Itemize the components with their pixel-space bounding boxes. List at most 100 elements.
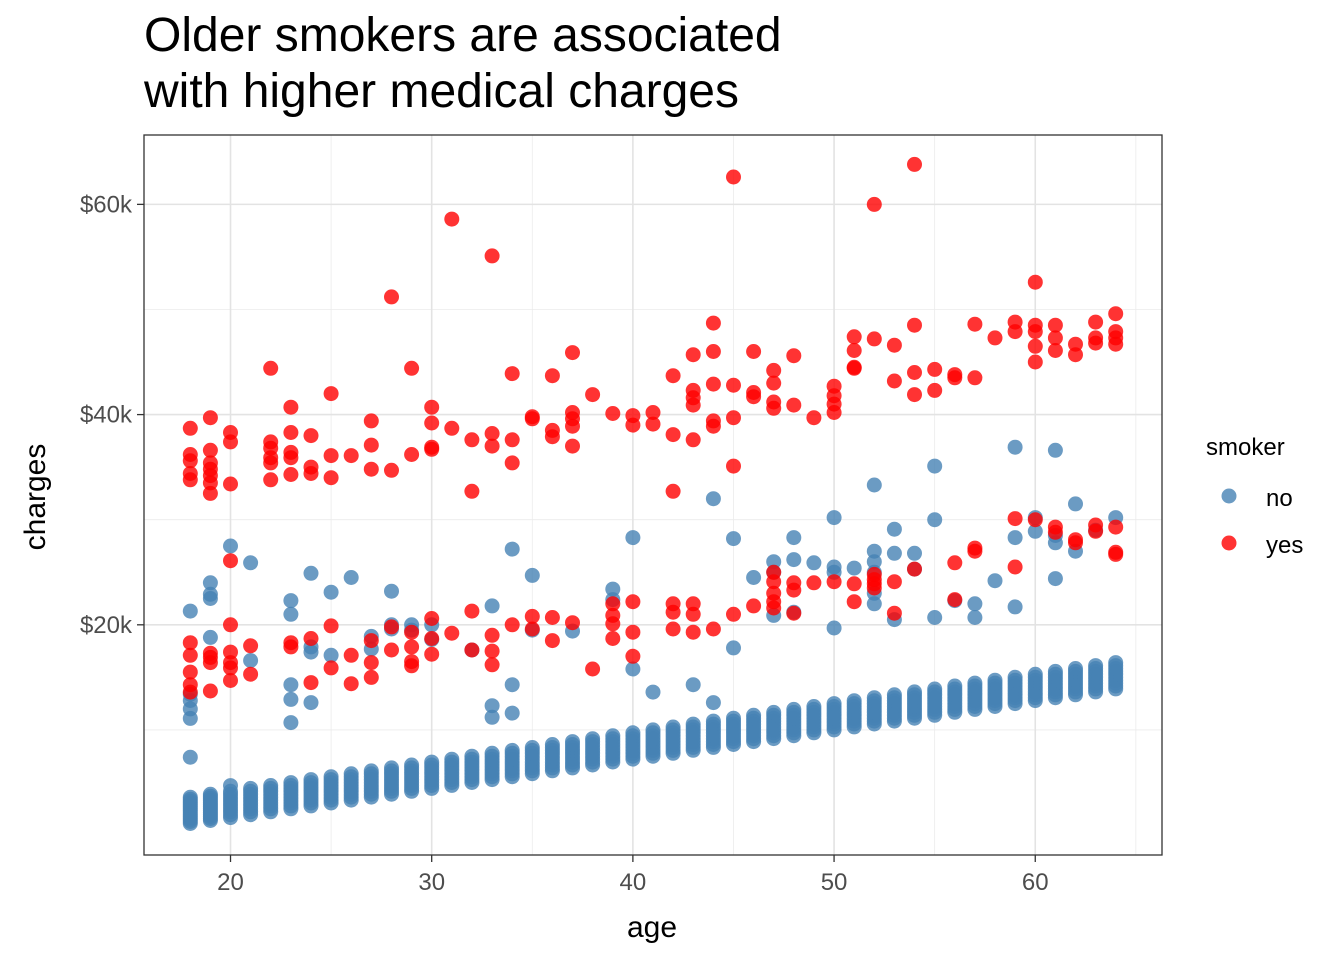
data-point-no <box>645 722 661 738</box>
data-point-yes <box>223 476 238 492</box>
data-point-no <box>625 530 641 546</box>
x-tick-label: 30 <box>418 869 445 896</box>
data-point-no <box>484 598 500 614</box>
data-point-yes <box>766 400 782 416</box>
data-point-yes <box>705 621 721 637</box>
data-point-yes <box>947 555 963 571</box>
chart-title: Older smokers are associated with higher… <box>144 8 782 120</box>
data-point-no <box>444 751 460 767</box>
data-point-no <box>886 521 902 537</box>
data-point-no <box>726 531 741 547</box>
x-tick-label: 40 <box>620 869 647 896</box>
data-point-no <box>987 573 1003 589</box>
data-point-yes <box>343 647 359 663</box>
data-point-yes <box>565 418 580 434</box>
data-point-yes <box>685 347 701 363</box>
x-tick-label: 60 <box>1022 869 1049 896</box>
data-point-yes <box>283 467 299 482</box>
data-point-no <box>243 555 259 571</box>
data-point-yes <box>685 432 701 448</box>
data-point-no <box>263 778 279 793</box>
data-point-no <box>404 757 420 773</box>
data-point-yes <box>323 386 339 402</box>
data-point-no <box>866 554 882 570</box>
data-point-yes <box>1027 512 1043 528</box>
data-point-no <box>1047 663 1063 679</box>
data-point-yes <box>283 639 299 655</box>
data-point-no <box>524 740 540 755</box>
data-point-yes <box>806 410 822 426</box>
data-point-yes <box>605 616 621 632</box>
data-point-no <box>283 691 299 707</box>
data-point-no <box>504 541 520 557</box>
data-point-yes <box>645 416 661 432</box>
data-point-no <box>605 581 621 597</box>
data-point-yes <box>927 361 943 377</box>
data-point-no <box>866 543 882 559</box>
data-point-yes <box>182 635 198 651</box>
data-point-no <box>645 684 661 700</box>
data-point-no <box>685 716 701 732</box>
data-point-yes <box>726 458 741 474</box>
data-point-yes <box>404 360 420 376</box>
data-point-yes <box>766 600 782 616</box>
data-point-no <box>1007 530 1023 546</box>
data-point-yes <box>705 376 721 392</box>
data-point-no <box>202 629 218 645</box>
data-point-yes <box>886 373 902 389</box>
data-point-no <box>886 545 902 561</box>
data-point-yes <box>263 472 279 488</box>
data-point-yes <box>363 413 379 429</box>
data-point-no <box>907 545 922 561</box>
data-point-no <box>484 745 500 761</box>
data-point-yes <box>685 606 701 622</box>
data-point-no <box>384 760 399 776</box>
data-point-yes <box>846 594 862 610</box>
data-point-yes <box>846 360 862 376</box>
data-point-no <box>806 699 822 714</box>
data-point-yes <box>665 604 681 620</box>
data-point-yes <box>544 610 560 625</box>
data-point-no <box>202 575 218 591</box>
data-point-yes <box>766 574 782 590</box>
data-point-yes <box>1027 354 1043 370</box>
data-point-yes <box>404 658 420 674</box>
data-point-yes <box>524 411 540 427</box>
data-point-yes <box>786 605 802 621</box>
data-point-yes <box>1007 559 1023 575</box>
data-point-yes <box>565 345 580 361</box>
data-point-yes <box>1047 330 1063 346</box>
data-point-yes <box>726 377 741 393</box>
data-point-yes <box>384 289 399 305</box>
data-point-yes <box>947 592 963 608</box>
data-point-yes <box>223 434 238 450</box>
y-tick-label: $20k <box>80 612 133 639</box>
data-point-yes <box>363 633 379 649</box>
data-point-yes <box>947 370 963 386</box>
data-point-yes <box>1068 336 1083 352</box>
data-point-no <box>323 584 339 600</box>
data-point-no <box>565 734 580 750</box>
data-point-yes <box>645 405 661 420</box>
data-point-yes <box>665 427 681 443</box>
data-point-no <box>504 742 520 758</box>
data-point-no <box>746 707 762 723</box>
data-point-yes <box>746 344 762 359</box>
data-point-no <box>987 672 1003 688</box>
legend-label-no: no <box>1266 485 1293 512</box>
data-point-yes <box>625 594 641 610</box>
data-point-no <box>726 640 741 656</box>
data-point-no <box>484 698 500 714</box>
data-point-no <box>766 554 782 570</box>
data-point-no <box>665 719 681 735</box>
data-point-no <box>585 731 601 747</box>
data-point-yes <box>223 673 238 688</box>
data-point-yes <box>504 366 520 382</box>
data-point-yes <box>202 683 218 699</box>
data-point-no <box>947 678 963 694</box>
data-point-yes <box>384 462 399 478</box>
data-point-no <box>907 684 922 700</box>
data-point-yes <box>404 447 420 462</box>
data-point-yes <box>202 655 218 671</box>
data-point-no <box>1108 655 1124 671</box>
